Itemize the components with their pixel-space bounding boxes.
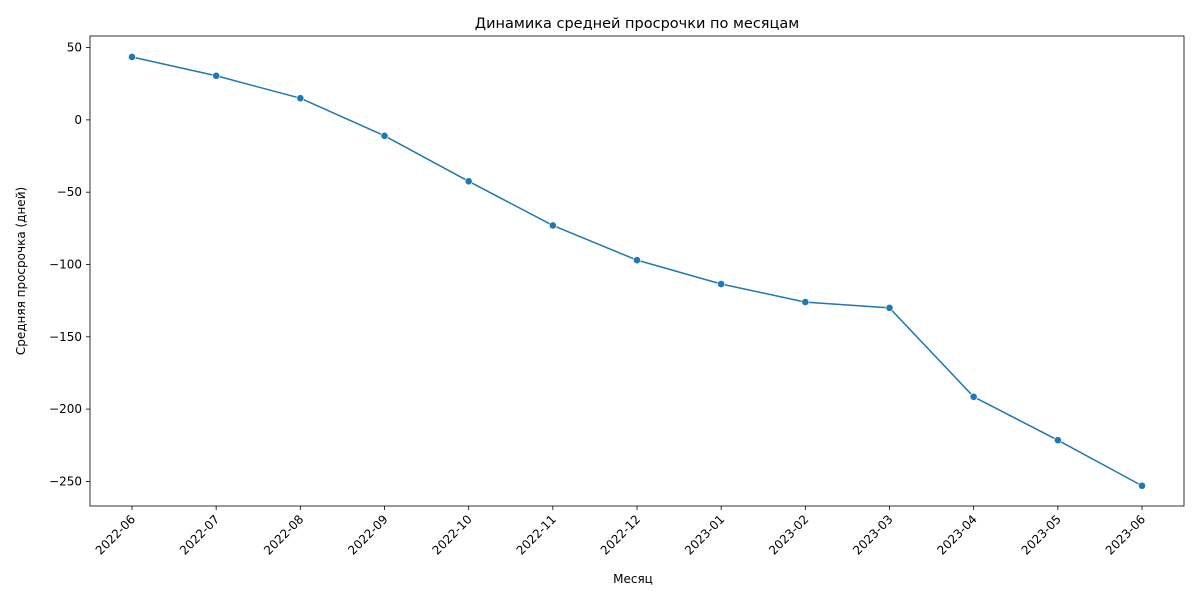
y-tick-label: 0 xyxy=(74,113,82,127)
x-tick-label: 2023-06 xyxy=(1103,512,1148,557)
plot-area xyxy=(89,35,1185,507)
x-tick-label: 2023-01 xyxy=(682,512,727,557)
x-tick-label: 2023-04 xyxy=(934,512,979,557)
x-tick-label: 2022-07 xyxy=(177,512,222,557)
data-point xyxy=(969,392,978,401)
data-point xyxy=(633,256,641,265)
data-point xyxy=(885,303,894,312)
x-tick-label: 2023-05 xyxy=(1019,512,1064,557)
y-tick-label: 50 xyxy=(67,41,82,55)
series-group xyxy=(128,53,1146,490)
x-tick-label: 2023-03 xyxy=(850,512,895,557)
chart-title: Динамика средней просрочки по месяцам xyxy=(475,16,799,32)
data-point xyxy=(717,280,726,288)
y-tick-label: −50 xyxy=(57,185,82,199)
x-tick-label: 2022-10 xyxy=(429,512,474,557)
data-point xyxy=(128,53,136,61)
y-tick-label: −250 xyxy=(49,474,82,488)
data-point xyxy=(296,94,305,103)
data-point xyxy=(380,131,389,140)
y-tick-label: −100 xyxy=(49,257,82,271)
x-tick-label: 2022-09 xyxy=(345,512,390,557)
data-point xyxy=(1053,436,1062,445)
y-axis-ticks: 50 0 −50 −100 −150 −200 −250 xyxy=(49,41,90,488)
data-point xyxy=(548,221,557,230)
x-axis-ticks: 2022-06 2022-07 2022-08 2022-09 2022-10 2022-… xyxy=(93,506,1148,558)
x-axis-title: Месяц xyxy=(613,572,653,586)
x-tick-label: 2022-12 xyxy=(598,512,643,557)
data-point xyxy=(212,71,221,80)
x-tick-label: 2022-11 xyxy=(514,512,559,557)
x-tick-label: 2023-02 xyxy=(766,512,811,557)
x-tick-label: 2022-08 xyxy=(261,512,306,557)
y-tick-label: −200 xyxy=(49,402,82,416)
y-axis-title: Средняя просрочка (дней) xyxy=(14,187,28,355)
y-tick-label: −150 xyxy=(49,330,82,344)
data-point xyxy=(1138,481,1146,490)
data-point xyxy=(464,177,473,186)
x-tick-label: 2022-06 xyxy=(93,512,138,557)
data-point xyxy=(801,298,810,306)
